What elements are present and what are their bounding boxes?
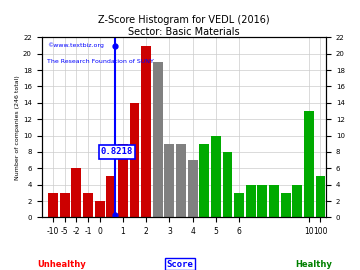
Text: 0.8218: 0.8218 bbox=[101, 147, 133, 156]
Bar bbox=[48, 193, 58, 217]
Bar bbox=[292, 185, 302, 217]
Bar bbox=[95, 201, 104, 217]
Bar bbox=[211, 136, 221, 217]
Bar bbox=[315, 177, 325, 217]
Bar bbox=[234, 193, 244, 217]
Bar bbox=[246, 185, 256, 217]
Bar bbox=[199, 144, 209, 217]
Bar bbox=[118, 144, 128, 217]
Bar bbox=[281, 193, 291, 217]
Bar bbox=[176, 144, 186, 217]
Bar bbox=[71, 168, 81, 217]
Text: The Research Foundation of SUNY: The Research Foundation of SUNY bbox=[47, 59, 154, 64]
Bar bbox=[269, 185, 279, 217]
Bar bbox=[141, 46, 151, 217]
Bar bbox=[165, 144, 174, 217]
Bar bbox=[188, 160, 198, 217]
Bar bbox=[60, 193, 70, 217]
Title: Z-Score Histogram for VEDL (2016)
Sector: Basic Materials: Z-Score Histogram for VEDL (2016) Sector… bbox=[98, 15, 270, 37]
Text: Healthy: Healthy bbox=[295, 260, 332, 269]
Bar bbox=[130, 103, 139, 217]
Bar bbox=[304, 111, 314, 217]
Bar bbox=[153, 62, 163, 217]
Bar bbox=[222, 152, 233, 217]
Bar bbox=[106, 177, 116, 217]
Text: ©www.textbiz.org: ©www.textbiz.org bbox=[47, 43, 104, 48]
Y-axis label: Number of companies (246 total): Number of companies (246 total) bbox=[15, 75, 20, 180]
Bar bbox=[257, 185, 267, 217]
Text: Score: Score bbox=[167, 260, 193, 269]
Text: Unhealthy: Unhealthy bbox=[37, 260, 86, 269]
Bar bbox=[83, 193, 93, 217]
